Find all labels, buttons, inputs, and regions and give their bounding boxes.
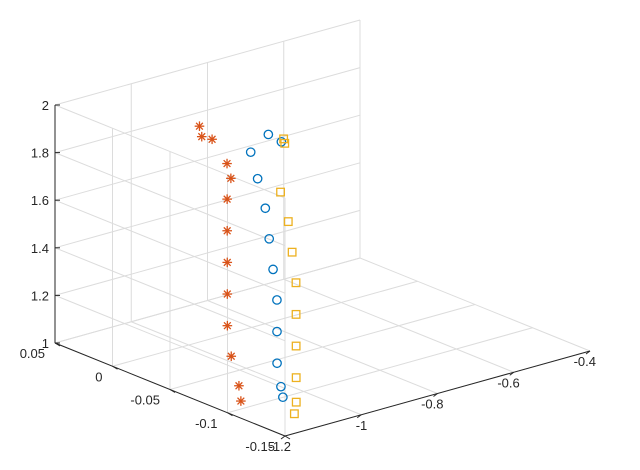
series-2-point-9 — [291, 397, 301, 407]
series-1-point-10 — [276, 381, 286, 392]
x-tick-mark-1 — [356, 414, 362, 419]
grid-back-z-4 — [54, 67, 361, 154]
series-0-point-1 — [207, 134, 217, 145]
grid-back-z-3 — [54, 114, 361, 201]
x-tick-mark-4 — [585, 350, 591, 355]
series-1-point-0 — [263, 129, 274, 140]
series-1-point-3 — [252, 173, 263, 184]
series-2-point-5 — [291, 278, 301, 288]
x-tick-mark-2 — [433, 393, 438, 397]
series-1-point-5 — [264, 233, 275, 244]
grid-back-z-2 — [54, 162, 361, 249]
series-0-point-4 — [226, 173, 236, 184]
series-1-point-11 — [278, 392, 288, 403]
series-1-point-7 — [272, 295, 282, 305]
series-2-point-6 — [291, 309, 301, 319]
grid-back-z-1 — [54, 209, 361, 296]
x-tick-label-4: -0.4 — [574, 354, 596, 369]
series-0-point-5 — [222, 194, 232, 204]
series-0-point-3 — [222, 158, 232, 169]
z-tick-label-0: 1 — [42, 336, 49, 351]
y-tick-label-0: -0.15 — [245, 439, 275, 454]
y-tick-mark-0 — [284, 435, 291, 440]
y-tick-label-2: -0.05 — [130, 393, 160, 408]
y-tick-mark-3 — [112, 365, 118, 370]
z-tick-label-2: 1.4 — [31, 241, 49, 256]
grid-floor-y-1 — [227, 327, 533, 414]
series-1 — [245, 129, 288, 403]
series-0-point-7 — [222, 257, 233, 268]
series-2 — [276, 134, 301, 419]
series-1-point-6 — [268, 264, 278, 275]
z-tick-label-4: 1.8 — [31, 146, 49, 161]
series-1-point-9 — [272, 358, 282, 369]
series-0-point-2 — [196, 131, 207, 142]
grid-left-z-2 — [54, 247, 286, 342]
series-0 — [194, 121, 246, 406]
x-tick-label-3: -0.6 — [497, 375, 519, 390]
y-tick-label-1: -0.1 — [195, 416, 217, 431]
series-0-point-9 — [222, 320, 233, 331]
axes-box — [54, 104, 591, 440]
x-tick-label-0: -1.2 — [269, 439, 291, 454]
grid-back-z-5 — [54, 19, 361, 106]
y-tick-label-3: 0 — [95, 369, 102, 384]
series-0-point-0 — [194, 121, 205, 131]
series-0-point-6 — [222, 225, 232, 236]
z-tick-label-1: 1.2 — [31, 288, 49, 303]
tick-labels: -1.2 -1 -0.8 -0.6 -0.4 -0.15 -0.1 -0.05 0 0.051 1.… — [20, 98, 596, 454]
grid-left-z-1 — [54, 294, 286, 389]
series-layer — [194, 121, 301, 419]
series-1-point-4 — [260, 203, 271, 214]
series-2-point-3 — [283, 217, 293, 227]
series-2-point-2 — [276, 187, 286, 197]
grid-floor-y-2 — [169, 304, 476, 390]
x-tick-mark-0 — [280, 435, 286, 440]
series-2-point-10 — [289, 409, 299, 419]
x-tick-label-2: -0.8 — [421, 397, 443, 412]
series-0-point-8 — [222, 289, 233, 299]
x-tick-mark-3 — [509, 371, 515, 376]
grid-left-z-4 — [54, 152, 286, 247]
z-tick-label-5: 2 — [42, 98, 49, 113]
z-tick-label-3: 1.6 — [31, 193, 49, 208]
series-0-point-11 — [234, 380, 244, 391]
y-tick-mark-1 — [227, 412, 233, 417]
y-tick-mark-2 — [169, 389, 176, 393]
series-2-point-4 — [287, 247, 297, 257]
grid-back-z-0 — [54, 257, 361, 344]
y-tick-label-4: 0.05 — [20, 346, 45, 361]
series-1-point-2 — [245, 147, 256, 158]
series-2-point-8 — [291, 373, 301, 383]
series-0-point-10 — [226, 351, 237, 362]
grid-floor-y-3 — [112, 280, 418, 367]
grid-left-z-3 — [54, 199, 286, 294]
grid-left-z-5 — [54, 104, 286, 199]
series-2-point-7 — [291, 341, 301, 351]
x-tick-label-1: -1 — [356, 418, 368, 433]
series-2-point-1 — [279, 134, 289, 144]
series-0-point-12 — [236, 396, 246, 406]
series-1-point-8 — [272, 326, 282, 337]
